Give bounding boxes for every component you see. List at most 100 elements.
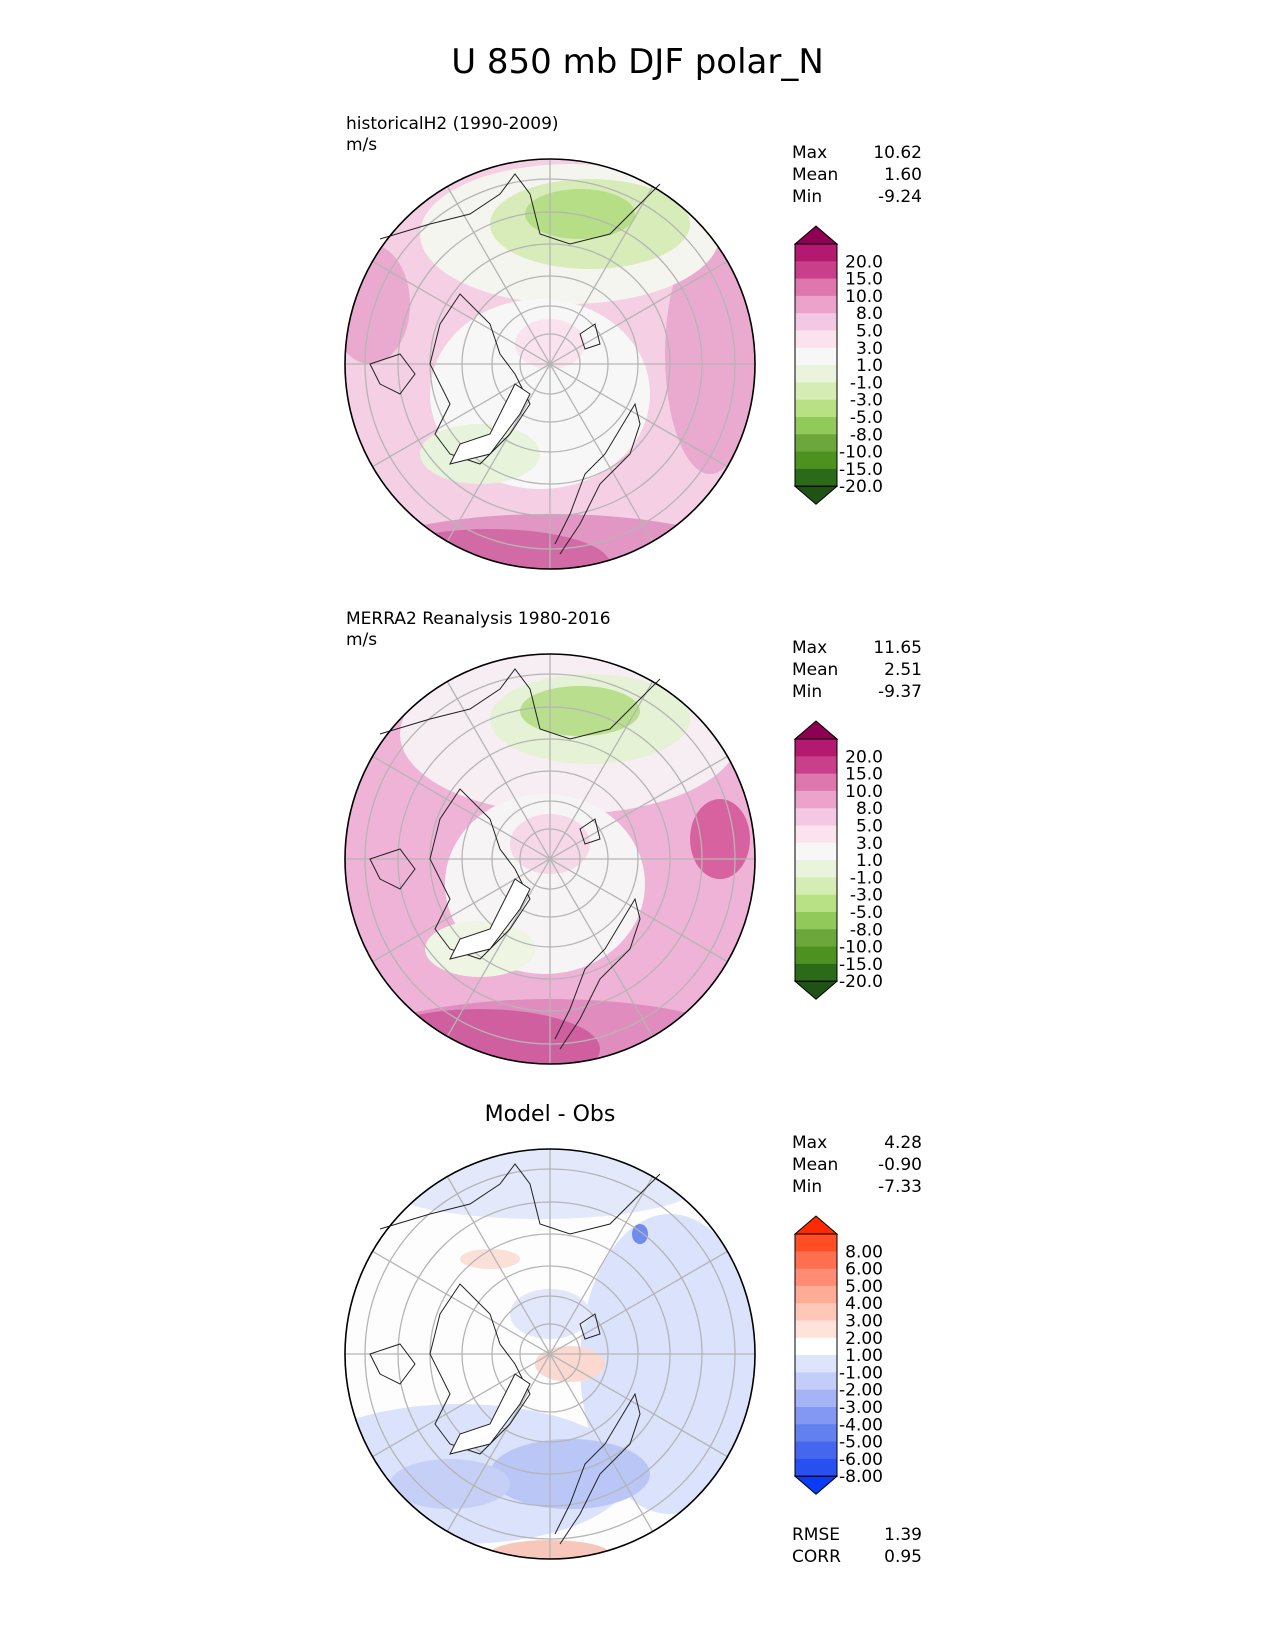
colorbar-tick-label: -5.0 (850, 408, 883, 428)
colorbar-tick-label: 1.00 (845, 1346, 883, 1366)
colorbar-tick-label: -3.0 (850, 391, 883, 411)
colorbar-segment (795, 739, 837, 757)
panel-obs: MERRA2 Reanalysis 1980-2016 m/s (0, 609, 1275, 1104)
colorbar-segment (795, 946, 837, 965)
colorbar-segment (795, 790, 837, 809)
colorbar-segment (795, 399, 837, 418)
colorbar-segment (795, 756, 837, 775)
colorbar-segment (795, 1441, 837, 1460)
colorbar-extend-top (793, 720, 839, 740)
colorbar-segment (795, 1372, 837, 1391)
max-value: 4.28 (884, 1133, 922, 1153)
max-label: Max (792, 1133, 828, 1153)
colorbar-segment (795, 295, 837, 314)
polar-map-model (344, 158, 756, 570)
rmse-value: 1.39 (884, 1525, 922, 1545)
polar-map-obs (344, 653, 756, 1065)
panel-diff: Model - Obs (0, 1102, 1275, 1599)
colorbar-extend-top (793, 1215, 839, 1235)
colorbar-tick-label: -1.0 (850, 868, 883, 888)
colorbar-segment (795, 1424, 837, 1443)
colorbar-segment (795, 929, 837, 948)
colorbar-segment (795, 451, 837, 470)
colorbar-segment (795, 1268, 837, 1287)
colorbar-segment (795, 1320, 837, 1339)
colorbar-segment (795, 278, 837, 297)
panel-title: MERRA2 Reanalysis 1980-2016 (346, 609, 611, 629)
mean-value: 1.60 (884, 165, 922, 185)
colorbar-tick-label: -6.00 (839, 1450, 883, 1470)
colorbar-tick-label: 8.00 (845, 1242, 883, 1262)
colorbar-segment (795, 877, 837, 896)
colorbar-tick-label: -8.00 (839, 1467, 883, 1487)
colorbar-tick-label: -15.0 (839, 955, 883, 975)
colorbar-segment (795, 1303, 837, 1321)
colorbar-segment (795, 1234, 837, 1252)
colorbar-tick-label: -5.0 (850, 903, 883, 923)
colorbar-tick-label: -1.0 (850, 373, 883, 393)
min-value: -9.24 (878, 187, 922, 207)
colorbar-segment (795, 1337, 837, 1356)
colorbar-tick-label: 3.00 (845, 1312, 883, 1332)
colorbar-tick-label: -10.0 (839, 443, 883, 463)
min-value: -7.33 (878, 1177, 922, 1197)
mean-value: -0.90 (878, 1155, 922, 1175)
colorbar-segment (795, 1355, 837, 1373)
mean-value: 2.51 (884, 660, 922, 680)
rmse-corr-box: RMSE 1.39 CORR 0.95 (792, 1524, 922, 1568)
colorbar: 20.015.010.08.05.03.01.0-1.0-3.0-5.0-8.0… (793, 720, 883, 1000)
colorbar-tick-label: -15.0 (839, 460, 883, 480)
colorbar-segment (795, 261, 837, 280)
colorbar-segment (795, 1285, 837, 1304)
colorbar-tick-label: 6.00 (845, 1260, 883, 1280)
colorbar-segment (795, 1407, 837, 1425)
colorbar-tick-label: 1.0 (856, 356, 883, 376)
colorbar-segment (795, 963, 837, 982)
figure-title: U 850 mb DJF polar_N (451, 42, 824, 82)
max-label: Max (792, 143, 828, 163)
colorbar-segment (795, 468, 837, 487)
colorbar-tick-label: -10.0 (839, 938, 883, 958)
colorbar-tick-label: -5.00 (839, 1433, 883, 1453)
colorbar-tick-label: -2.00 (839, 1381, 883, 1401)
colorbar-segment (795, 825, 837, 844)
panel-title: historicalH2 (1990-2009) (346, 114, 559, 134)
colorbar-extend-bottom (793, 980, 839, 1000)
mean-label: Mean (792, 165, 839, 185)
max-value: 10.62 (873, 143, 922, 163)
colorbar-segment (795, 382, 837, 401)
colorbar-tick-label: -20.0 (839, 972, 883, 992)
colorbar-tick-label: -4.00 (839, 1415, 883, 1435)
colorbar-segment (795, 842, 837, 861)
stats-box: Max 11.65 Mean 2.51 Min -9.37 (792, 637, 922, 703)
panel-units: m/s (346, 630, 378, 650)
colorbar-tick-label: 15.0 (845, 765, 883, 785)
colorbar-tick-label: 20.0 (845, 252, 883, 272)
colorbar-extend-bottom (793, 485, 839, 505)
colorbar-tick-label: 4.00 (845, 1294, 883, 1314)
colorbar-tick-label: 5.0 (856, 322, 883, 342)
corr-value: 0.95 (884, 1547, 922, 1567)
colorbar-tick-label: 1.0 (856, 851, 883, 871)
max-label: Max (792, 638, 828, 658)
colorbar-segment (795, 244, 837, 262)
min-value: -9.37 (878, 682, 922, 702)
colorbar-segment (795, 860, 837, 878)
colorbar-tick-label: -8.0 (850, 920, 883, 940)
colorbar-tick-label: 10.0 (845, 287, 883, 307)
colorbar-tick-label: 20.0 (845, 747, 883, 767)
colorbar-tick-label: -3.00 (839, 1398, 883, 1418)
min-label: Min (792, 682, 823, 702)
colorbar-tick-label: -20.0 (839, 477, 883, 497)
colorbar-segment (795, 347, 837, 366)
colorbar-segment (795, 1251, 837, 1270)
min-label: Min (792, 187, 823, 207)
corr-label: CORR (792, 1547, 841, 1567)
colorbar-segment (795, 1458, 837, 1477)
colorbar-tick-label: 5.00 (845, 1277, 883, 1297)
colorbar-tick-label: 2.00 (845, 1329, 883, 1349)
colorbar-segment (795, 1389, 837, 1408)
colorbar-segment (795, 417, 837, 435)
colorbar-tick-label: 8.0 (856, 799, 883, 819)
colorbar-segment (795, 773, 837, 792)
